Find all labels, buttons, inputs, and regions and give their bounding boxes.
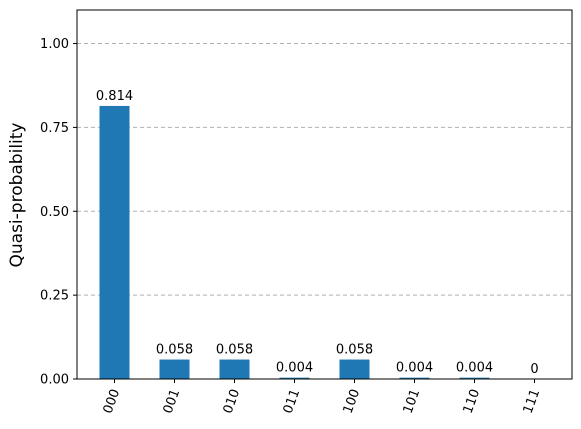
x-tick-label: 011: [281, 387, 304, 415]
y-axis-label: Quasi-probability: [7, 123, 27, 268]
x-tick-label: 100: [341, 387, 364, 415]
y-tick-label: 0.25: [40, 289, 69, 304]
bar: [399, 377, 430, 379]
data-label: 0.814: [96, 89, 133, 104]
data-label: 0.004: [276, 361, 313, 376]
y-tick-label: 0.00: [40, 373, 69, 388]
bar: [99, 105, 130, 379]
bar: [219, 359, 250, 379]
y-tick-label: 1.00: [40, 37, 69, 52]
bar: [279, 377, 310, 379]
data-label: 0.004: [396, 361, 433, 376]
x-tick-label: 001: [161, 387, 184, 415]
y-tick-label: 0.50: [40, 205, 69, 220]
x-tick-label: 010: [221, 387, 244, 415]
bar: [459, 377, 490, 379]
data-label: 0.058: [336, 343, 373, 358]
bar: [159, 359, 190, 379]
bar: [339, 359, 370, 379]
x-tick-label: 101: [401, 387, 424, 415]
x-tick-label: 000: [101, 387, 124, 415]
data-label: 0: [530, 362, 538, 377]
x-tick-label: 111: [521, 387, 544, 415]
x-tick-label: 110: [461, 387, 484, 415]
data-label: 0.058: [156, 343, 193, 358]
plot-frame: [76, 9, 573, 380]
data-label: 0.058: [216, 343, 253, 358]
y-tick-label: 0.75: [40, 121, 69, 136]
data-label: 0.004: [456, 361, 493, 376]
